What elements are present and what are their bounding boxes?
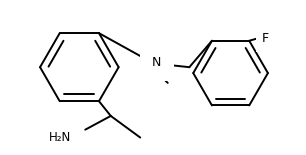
Text: H₂N: H₂N xyxy=(49,131,72,144)
Text: N: N xyxy=(152,56,162,69)
Text: F: F xyxy=(262,32,269,45)
